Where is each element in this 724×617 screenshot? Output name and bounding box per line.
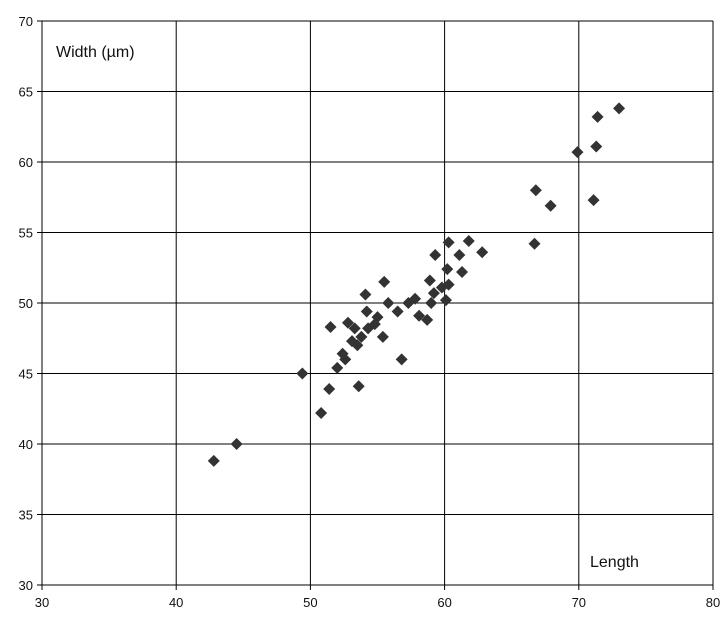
data-point <box>323 383 336 396</box>
data-point <box>441 263 454 276</box>
data-point <box>456 265 469 278</box>
y-tick-label: 40 <box>19 437 33 452</box>
data-point <box>324 320 337 333</box>
y-tick-label: 55 <box>19 226 33 241</box>
x-tick-label: 40 <box>169 595 183 610</box>
x-axis-title: Length <box>590 554 639 571</box>
data-point <box>442 278 455 291</box>
data-point <box>423 274 436 287</box>
data-point <box>207 454 220 467</box>
data-point <box>529 184 542 197</box>
y-tick-label: 30 <box>19 578 33 593</box>
y-tick-label: 35 <box>19 508 33 523</box>
data-point <box>544 199 557 212</box>
data-point <box>382 297 395 309</box>
y-tick-label: 65 <box>19 85 33 100</box>
tick-labels: 30 35 40 45 50 55 60 65 70 30 40 50 60 70 80 <box>19 14 721 610</box>
y-tick-label: 50 <box>19 296 33 311</box>
y-axis-title: Width (µm) <box>56 44 135 61</box>
data-point <box>427 287 440 300</box>
data-point <box>462 234 475 247</box>
data-point <box>359 288 372 301</box>
data-point <box>341 316 354 329</box>
data-points <box>207 102 626 467</box>
data-point <box>331 361 344 374</box>
data-point <box>376 330 389 343</box>
data-point <box>296 367 309 380</box>
data-point <box>453 249 466 262</box>
data-point <box>442 236 455 249</box>
data-point <box>528 237 541 250</box>
data-point <box>591 110 604 123</box>
data-point <box>391 305 404 318</box>
data-point <box>230 438 243 450</box>
data-point <box>413 309 426 322</box>
data-point <box>409 292 422 305</box>
data-point <box>395 353 408 366</box>
data-point <box>352 380 365 393</box>
data-point <box>587 194 600 207</box>
data-point <box>351 339 364 352</box>
data-point <box>355 330 368 343</box>
y-tick-label: 60 <box>19 155 33 170</box>
data-point <box>590 140 603 153</box>
data-point <box>360 305 373 318</box>
x-tick-label: 70 <box>572 595 586 610</box>
data-point <box>348 322 361 335</box>
x-tick-label: 50 <box>303 595 317 610</box>
data-point <box>613 102 626 115</box>
data-point <box>421 313 434 326</box>
data-point <box>315 406 328 419</box>
x-tick-label: 30 <box>35 595 49 610</box>
data-point <box>371 311 384 324</box>
data-point <box>378 275 391 288</box>
data-point <box>476 246 489 259</box>
y-tick-label: 70 <box>19 14 33 29</box>
data-point <box>429 249 442 262</box>
data-point <box>425 297 438 309</box>
data-point <box>439 294 452 307</box>
x-tick-label: 60 <box>437 595 451 610</box>
data-point <box>339 353 352 366</box>
data-point <box>571 146 584 159</box>
x-tick-label: 80 <box>706 595 720 610</box>
y-tick-label: 45 <box>19 367 33 382</box>
